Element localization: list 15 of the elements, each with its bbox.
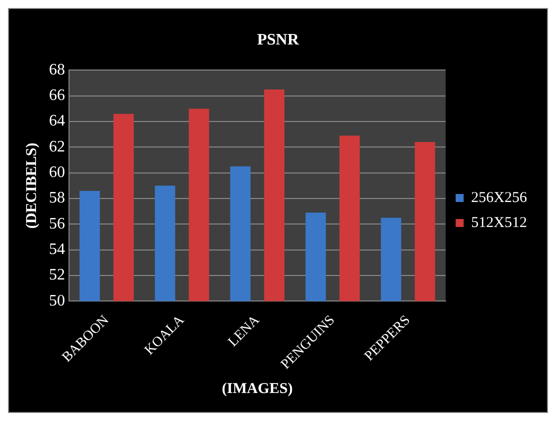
y-axis-title: (DECIBELS) [24,142,40,229]
y-tick-label: 56 [49,215,65,232]
y-tick-label: 64 [49,112,65,130]
y-tick-label: 66 [49,87,65,104]
legend-label: 512X512 [471,214,528,231]
y-tick-label: 50 [49,292,65,310]
y-tick-label: 52 [49,266,65,284]
chart-title: PSNR [257,32,300,49]
y-tick-label: 68 [49,61,65,78]
y-tick-label: 60 [49,164,65,182]
y-tick-label: 54 [49,241,65,258]
y-tick-label: 62 [49,138,65,156]
x-axis-title: (IMAGES) [222,380,293,397]
y-tick-label: 58 [49,190,65,207]
legend-label: 256X256 [471,190,528,206]
